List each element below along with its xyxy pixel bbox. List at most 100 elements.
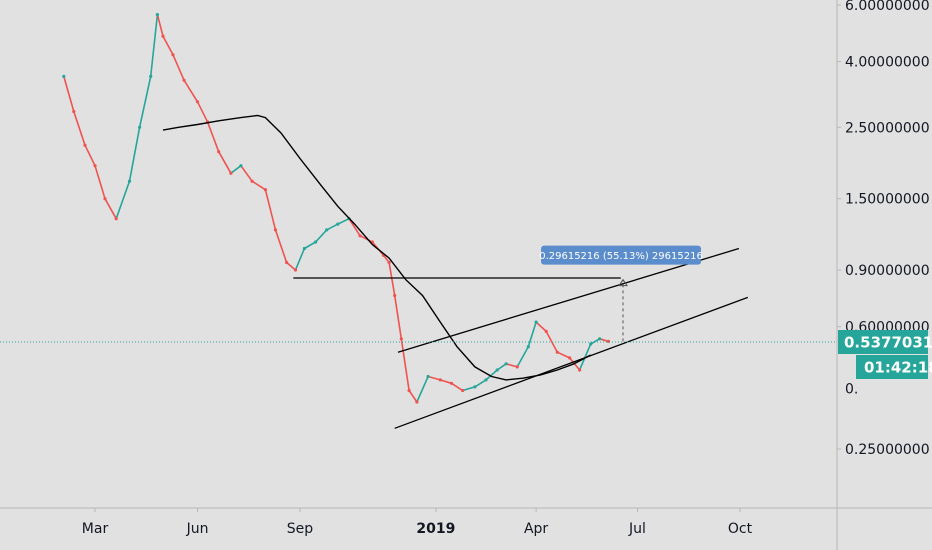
price-segment [172,53,185,82]
price-tick-label: 6.00000000 [845,0,930,14]
price-point [426,374,430,379]
price-segment [162,35,174,56]
price-segment [474,379,487,388]
price-point [72,109,76,114]
price-point [62,74,66,78]
price-segment [408,389,418,403]
price-segment [84,144,96,167]
price-segment [274,229,288,264]
measure-label: 0.29615216 (55.13%) 29615216 [539,251,703,262]
price-point [263,188,267,192]
countdown-badge [856,355,928,379]
price-point [114,217,118,221]
price-point [229,171,233,175]
price-segment [461,386,476,392]
price-point [484,378,488,382]
price-tick-label-partial: 0. [845,382,858,398]
price-tick-label: 0.90000000 [845,263,930,279]
price-segment [206,121,220,153]
price-segment [556,351,571,359]
price-segment [416,375,429,403]
price-point [93,164,97,168]
price-point [515,365,519,369]
price-point [387,260,391,265]
channel-lower-trendline[interactable] [394,296,749,429]
price-segment [183,79,199,103]
price-point [393,293,397,298]
price-segment [217,150,232,174]
price-point [83,143,87,147]
price-segment [303,241,317,250]
time-tick-label: Apr [524,521,548,537]
price-point [302,246,306,251]
price-point [534,320,538,324]
price-point [415,400,419,404]
price-point [155,13,159,17]
price-segment [264,188,277,231]
price-segment [388,261,396,297]
last-price-badge[interactable] [838,330,928,354]
price-point [314,240,318,244]
price-point [526,345,530,349]
time-tick-label: 2019 [416,521,455,537]
price-segment [138,75,152,129]
price-point [473,385,477,389]
price-segment [156,13,164,38]
price-point [285,260,289,265]
price-point [239,164,243,168]
price-point [195,100,200,104]
price-segment [348,217,361,237]
price-segment [115,180,131,220]
price-tick-label: 1.50000000 [845,192,930,208]
price-point [325,228,329,232]
price-point [449,381,454,385]
price-point [250,179,254,183]
price-segment [427,375,442,381]
measure-arrow-icon [618,278,628,287]
price-segment [285,261,297,271]
price-segment [589,337,601,345]
time-tick-label: Oct [728,521,753,537]
price-point [171,53,175,57]
price-segment [104,197,117,220]
price-point [103,197,107,201]
countdown-label: 01:42:18 [864,359,932,377]
price-point [182,78,186,82]
price-segment [128,126,141,182]
price-point [495,368,499,372]
price-tick-label: 2.50000000 [845,120,930,136]
price-segment [240,164,253,182]
last-price-label: 0.53770316 [844,334,932,352]
price-point [149,74,153,78]
price-point [606,339,611,343]
price-segment [393,294,403,340]
price-point [399,337,403,341]
price-point [293,268,298,272]
price-point [598,337,602,341]
price-segment [336,217,350,225]
price-point [578,368,582,372]
price-point [555,350,559,354]
plot-area[interactable] [62,13,749,429]
price-point [336,222,340,226]
price-segment [505,362,519,368]
price-segment [62,75,75,113]
channel-upper-trendline[interactable] [397,247,740,353]
price-point [461,388,465,393]
price-segment [196,101,209,123]
price-point [568,356,572,360]
price-segment [73,110,86,146]
price-segment [230,164,242,174]
price-segment [527,321,537,348]
time-tick-label: Jun [186,521,209,537]
price-segment [359,235,374,243]
price-segment [516,345,530,368]
price-segment [535,321,548,333]
price-segment [496,362,507,371]
price-point [407,388,411,393]
price-point [358,234,362,238]
price-point [138,125,142,129]
price-point [127,179,132,183]
